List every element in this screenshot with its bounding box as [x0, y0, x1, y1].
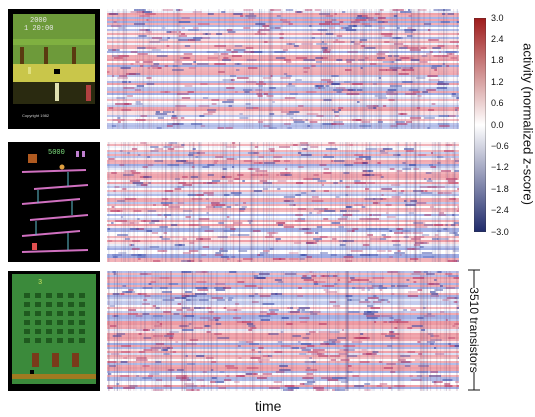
x-axis-label: time — [255, 398, 282, 414]
heatmap-donkey-kong — [107, 142, 459, 262]
space-invaders-thumbnail: 3 — [8, 271, 100, 391]
pitfall-copyright: Copyright 1982 — [22, 113, 50, 118]
colorbar-tick: 3.0 — [491, 12, 504, 23]
transistor-axis-bracket — [467, 269, 481, 391]
pitfall-timer: 1 20:00 — [24, 25, 53, 33]
colorbar-tick: 1.8 — [491, 55, 504, 66]
colorbar-tick: −3.0 — [491, 226, 509, 237]
colorbar-tick: 0.6 — [491, 98, 504, 109]
colorbar — [474, 18, 486, 232]
colorbar-tick: 0.0 — [491, 119, 504, 130]
colorbar-tick: −1.2 — [491, 162, 509, 173]
space-invaders-score: 3 — [38, 279, 42, 287]
pitfall-score: 2000 — [30, 17, 47, 25]
colorbar-tick: −2.4 — [491, 205, 509, 216]
heatmap-pitfall — [107, 9, 459, 129]
donkey-kong-thumbnail: 5000 — [8, 142, 100, 262]
y-axis-label: 3510 transistors — [467, 287, 481, 373]
colorbar-tick: −1.8 — [491, 183, 509, 194]
heatmap-space-invaders — [107, 271, 459, 391]
colorbar-label: activity (normalized z-score) — [520, 43, 535, 205]
donkey-kong-score: 5000 — [48, 149, 65, 157]
colorbar-tick: 1.2 — [491, 76, 504, 87]
colorbar-tick: 2.4 — [491, 33, 504, 44]
pitfall-thumbnail: 2000 1 20:00 Copyright 1982 — [8, 9, 100, 129]
colorbar-tick: −0.6 — [491, 140, 509, 151]
